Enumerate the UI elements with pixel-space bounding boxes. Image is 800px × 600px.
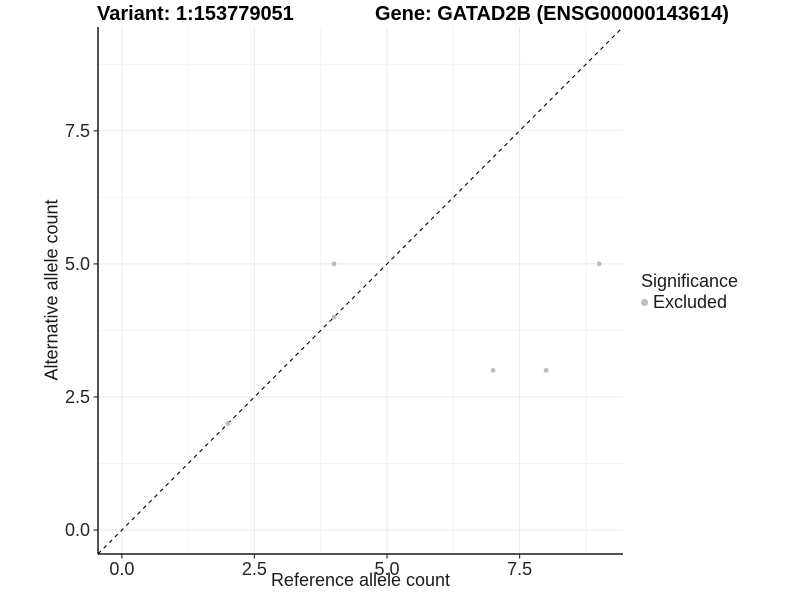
data-point — [331, 314, 337, 320]
legend-swatch-excluded — [641, 298, 648, 306]
x-tick-label: 2.5 — [242, 559, 267, 579]
identity-line — [97, 26, 624, 555]
legend-title: Significance — [641, 271, 739, 291]
y-axis-title: Alternative allele count — [41, 199, 62, 381]
plot-title-variant: Variant: 1:153779051 — [97, 3, 294, 25]
y-tick-label: 0.0 — [65, 520, 90, 540]
y-tick-label: 2.5 — [65, 387, 90, 407]
data-point — [490, 367, 496, 373]
y-tick-label: 7.5 — [65, 121, 90, 141]
x-axis-title: Reference allele count — [270, 570, 451, 590]
data-point — [543, 367, 549, 373]
y-tick-label: 5.0 — [65, 254, 90, 274]
x-tick-label: 0.0 — [109, 559, 134, 579]
legend-item-excluded: Excluded — [641, 293, 738, 311]
data-point — [225, 421, 231, 426]
plot-title-gene: Gene: GATAD2B (ENSG00000143614) — [375, 3, 729, 25]
x-tick-label: 7.5 — [507, 559, 532, 579]
data-point — [331, 261, 337, 267]
legend: Significance Excluded — [641, 272, 738, 311]
x-tick-label: 5.0 — [374, 559, 399, 579]
data-point — [596, 261, 602, 267]
legend-label-excluded: Excluded — [653, 292, 728, 312]
